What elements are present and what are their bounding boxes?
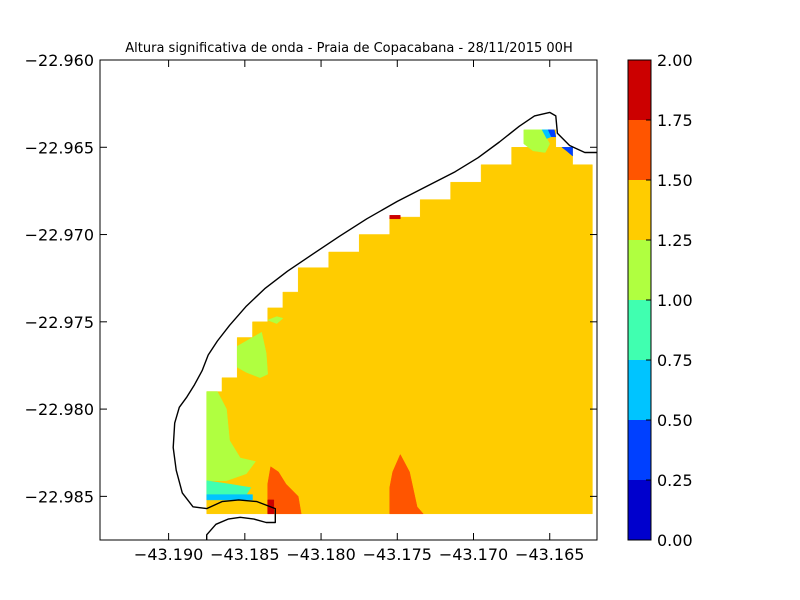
x-axis: −43.190 −43.185 −43.180 −43.175 −43.170 −43.1… — [134, 60, 584, 564]
x-tick-label-5: −43.165 — [515, 545, 584, 564]
colorbar-tick-label-5: 1.25 — [657, 231, 693, 250]
colorbar-band-5 — [628, 180, 651, 240]
y-tick-label-1: −22.965 — [25, 138, 94, 157]
x-tick-label-4: −43.170 — [439, 545, 508, 564]
x-tick-label-1: −43.185 — [210, 545, 279, 564]
contour-region-13 — [389, 215, 401, 220]
colorbar-band-3 — [628, 300, 651, 360]
colorbar-tick-label-7: 1.75 — [657, 111, 693, 130]
colorbar-ticks: 0.00 0.25 0.50 0.75 1.00 1.25 1.50 1.75 2.00 — [646, 51, 693, 550]
x-tick-label-2: −43.180 — [286, 545, 355, 564]
coastline-layer — [172, 111, 597, 540]
y-axis: −22.960 −22.965 −22.970 −22.975 −22.980 −22.9… — [25, 51, 597, 506]
colorbar-bands — [628, 60, 651, 540]
plot-frame — [99, 59, 598, 541]
y-tick-label-0: −22.960 — [25, 51, 94, 70]
colorbar-tick-label-2: 0.50 — [657, 411, 693, 430]
contour-region-6 — [206, 494, 253, 501]
contour-region-1 — [206, 391, 256, 481]
colorbar-tick-label-3: 0.75 — [657, 351, 693, 370]
chart-title: Altura significativa de onda - Praia de … — [125, 41, 572, 56]
colorbar-band-7 — [628, 60, 651, 120]
colorbar-band-2 — [628, 360, 651, 420]
colorbar-tick-label-1: 0.25 — [657, 471, 693, 490]
x-tick-label-3: −43.175 — [363, 545, 432, 564]
contour-region-2 — [236, 331, 268, 378]
colorbar-band-4 — [628, 240, 651, 300]
y-tick-label-5: −22.985 — [25, 487, 94, 506]
colorbar-band-6 — [628, 120, 651, 180]
plot-area: −43.190 −43.185 −43.180 −43.175 −43.170 −43.1… — [25, 51, 598, 564]
contour-region-8 — [547, 129, 557, 138]
y-tick-label-4: −22.980 — [25, 400, 94, 419]
colorbar: 0.00 0.25 0.50 0.75 1.00 1.25 1.50 1.75 2.00 — [627, 51, 693, 550]
contour-region-10 — [267, 466, 302, 515]
colorbar-band-0 — [628, 480, 651, 540]
contour-region-3 — [267, 316, 284, 324]
contour-region-9 — [561, 147, 573, 157]
colorbar-band-1 — [628, 420, 651, 480]
y-tick-label-2: −22.970 — [25, 226, 94, 245]
coastline — [172, 111, 597, 540]
colorbar-tick-label-8: 2.00 — [657, 51, 693, 70]
colorbar-tick-label-0: 0.00 — [657, 531, 693, 550]
y-tick-label-3: −22.975 — [25, 313, 94, 332]
contour-regions — [206, 129, 593, 515]
colorbar-tick-label-4: 1.00 — [657, 291, 693, 310]
x-tick-label-0: −43.190 — [134, 545, 203, 564]
contour-region-11 — [389, 453, 424, 515]
colorbar-tick-label-6: 1.50 — [657, 171, 693, 190]
